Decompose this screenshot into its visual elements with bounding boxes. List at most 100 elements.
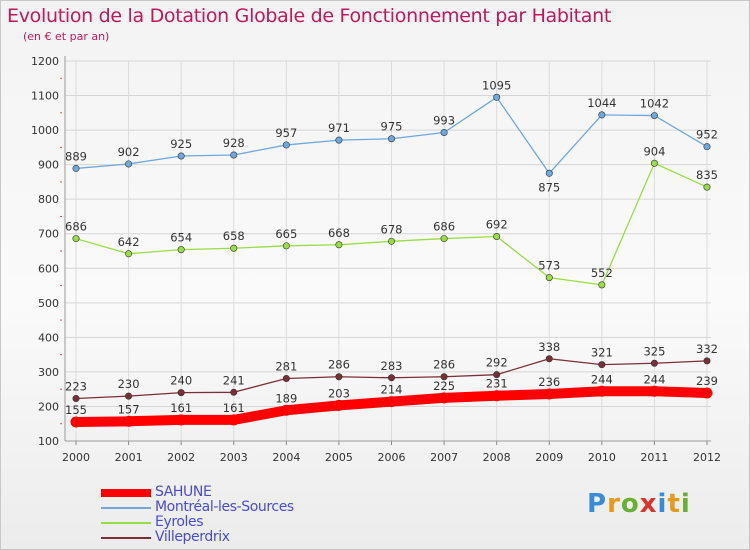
data-point — [282, 374, 290, 382]
data-point — [650, 359, 658, 367]
data-point — [543, 388, 555, 400]
chart-subtitle: (en € et par an) — [23, 30, 110, 43]
data-point — [491, 390, 503, 402]
data-point — [333, 399, 345, 411]
data-point — [703, 143, 711, 151]
data-label: 161 — [223, 401, 245, 415]
data-point — [230, 388, 238, 396]
data-label: 993 — [433, 114, 455, 128]
data-point — [598, 111, 606, 119]
legend-label: SAHUNE — [155, 484, 212, 500]
data-label: 214 — [381, 383, 403, 397]
data-label: 231 — [486, 377, 508, 391]
y-tick-label: 600 — [38, 262, 59, 275]
tick-labels: 100 200 300 400 500 600 700 800 900 1000 1100 1200 2… — [31, 55, 721, 464]
data-label: 957 — [275, 126, 297, 140]
data-label: 241 — [223, 373, 245, 387]
data-point — [125, 250, 133, 258]
data-point — [335, 241, 343, 249]
data-label: 875 — [538, 180, 560, 194]
data-point — [177, 152, 185, 160]
data-label: 332 — [696, 342, 718, 356]
data-label: 321 — [591, 346, 613, 360]
data-label: 902 — [118, 145, 140, 159]
data-point — [440, 129, 448, 137]
legend-swatch — [101, 488, 151, 497]
legend-label: Eyroles — [155, 514, 204, 530]
x-tick-label: 2009 — [535, 451, 563, 464]
data-label: 244 — [591, 372, 613, 386]
y-tick-label: 300 — [38, 366, 59, 379]
data-label: 230 — [118, 377, 140, 391]
data-label: 642 — [118, 235, 140, 249]
data-point — [387, 237, 395, 245]
series-group — [70, 93, 713, 428]
data-label: 686 — [433, 220, 455, 234]
data-point — [335, 373, 343, 381]
data-label: 203 — [328, 386, 350, 400]
data-label: 971 — [328, 121, 350, 135]
data-point — [386, 396, 397, 408]
data-label: 904 — [643, 144, 665, 158]
y-tick-label: 100 — [38, 435, 59, 448]
data-label: 1042 — [640, 97, 669, 111]
y-tick-label: 700 — [38, 228, 59, 241]
data-point — [545, 169, 553, 177]
x-tick-label: 2003 — [220, 451, 248, 464]
data-label: 952 — [696, 128, 718, 142]
data-point — [440, 373, 448, 381]
data-point — [493, 371, 501, 379]
data-point — [545, 274, 553, 282]
data-label: 239 — [696, 374, 718, 388]
data-point — [493, 232, 501, 240]
data-label: 654 — [170, 231, 192, 245]
data-point — [598, 281, 606, 289]
data-label: 325 — [643, 344, 665, 358]
data-label: 161 — [170, 401, 192, 415]
data-point — [703, 183, 711, 191]
data-point — [282, 141, 290, 149]
legend-swatch — [101, 521, 151, 524]
x-tick-label: 2004 — [272, 451, 300, 464]
data-label: 928 — [223, 136, 245, 150]
data-label: 686 — [65, 220, 87, 234]
data-label: 1095 — [482, 78, 511, 92]
x-tick-label: 2001 — [115, 451, 143, 464]
data-label: 573 — [538, 259, 560, 273]
data-labels: 889 902 925 928 957 971 975 993 1095 875 1044 1042 9… — [65, 78, 718, 417]
data-label: 338 — [538, 340, 560, 354]
x-tick-label: 2000 — [62, 451, 90, 464]
data-label: 668 — [328, 226, 350, 240]
data-label: 157 — [118, 402, 140, 416]
data-point — [177, 389, 185, 397]
data-point — [177, 246, 185, 254]
x-tick-label: 2012 — [693, 451, 721, 464]
data-label: 925 — [170, 137, 192, 151]
data-point — [648, 385, 660, 397]
data-point — [335, 136, 343, 144]
x-tick-label: 2006 — [378, 451, 406, 464]
y-tick-label: 200 — [38, 400, 59, 413]
legend-label: Montréal-les-Sources — [155, 499, 294, 515]
data-label: 283 — [381, 359, 403, 373]
data-label: 281 — [275, 359, 297, 373]
data-point — [598, 361, 606, 369]
legend-label: Villeperdrix — [155, 529, 230, 545]
data-point — [650, 112, 658, 120]
y-tick-label: 500 — [38, 297, 59, 310]
data-label: 286 — [328, 358, 350, 372]
y-tick-label: 900 — [38, 159, 59, 172]
data-label: 835 — [696, 168, 718, 182]
axes — [60, 56, 711, 445]
data-label: 223 — [65, 380, 87, 394]
data-point — [230, 244, 238, 252]
data-label: 240 — [170, 374, 192, 388]
data-point — [123, 415, 135, 427]
data-label: 236 — [538, 375, 560, 389]
y-tick-label: 800 — [38, 193, 59, 206]
y-tick-label: 1200 — [31, 55, 59, 68]
data-label: 658 — [223, 229, 245, 243]
data-label: 552 — [591, 266, 613, 280]
